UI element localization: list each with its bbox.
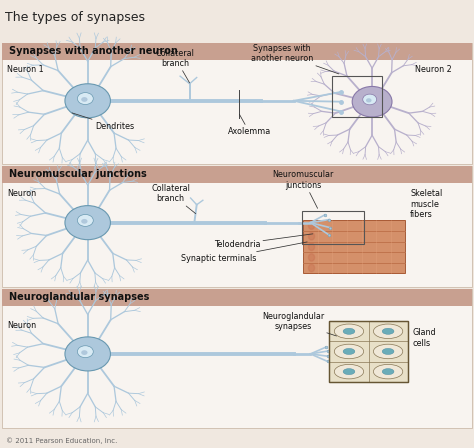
Ellipse shape [65, 337, 110, 371]
Ellipse shape [374, 344, 403, 359]
Ellipse shape [81, 219, 88, 224]
Text: Synapses with
another neuron: Synapses with another neuron [251, 44, 339, 74]
Text: Neuromuscular junctions: Neuromuscular junctions [9, 169, 146, 179]
Ellipse shape [81, 97, 88, 102]
Ellipse shape [382, 328, 394, 334]
Text: Skeletal
muscle
fibers: Skeletal muscle fibers [410, 190, 442, 219]
Bar [2, 289, 472, 428]
Text: Neuron: Neuron [7, 321, 36, 330]
Bar [302, 211, 364, 244]
Ellipse shape [309, 222, 315, 229]
Ellipse shape [65, 84, 110, 118]
Ellipse shape [363, 94, 377, 105]
Ellipse shape [309, 254, 315, 261]
Text: The types of synapses: The types of synapses [5, 11, 145, 24]
Text: Neuron 2: Neuron 2 [415, 65, 452, 73]
Text: Synapses with another neuron: Synapses with another neuron [9, 46, 177, 56]
Text: Neuroglandular
synapses: Neuroglandular synapses [262, 312, 337, 336]
Ellipse shape [81, 350, 88, 355]
Ellipse shape [352, 86, 392, 117]
Bar [329, 321, 408, 382]
Bar [2, 166, 472, 183]
Text: Synaptic terminals: Synaptic terminals [181, 242, 307, 263]
Text: Neuromuscular
junctions: Neuromuscular junctions [273, 170, 334, 208]
Text: Collateral
branch: Collateral branch [156, 48, 195, 83]
Text: Telodendria: Telodendria [214, 234, 313, 249]
Ellipse shape [343, 369, 355, 375]
Ellipse shape [343, 349, 355, 354]
Ellipse shape [366, 98, 372, 103]
Ellipse shape [65, 206, 110, 240]
Text: Neuron 1: Neuron 1 [7, 65, 44, 73]
Ellipse shape [334, 324, 364, 339]
Ellipse shape [309, 233, 315, 240]
Bar [2, 289, 472, 306]
Ellipse shape [374, 364, 403, 379]
Ellipse shape [77, 346, 93, 358]
Ellipse shape [334, 344, 364, 359]
Bar [332, 76, 382, 117]
Bar [2, 166, 472, 287]
Ellipse shape [77, 93, 93, 104]
Ellipse shape [382, 369, 394, 375]
Bar [303, 220, 405, 273]
Text: Neuroglandular synapses: Neuroglandular synapses [9, 293, 149, 302]
Ellipse shape [77, 215, 93, 226]
Ellipse shape [309, 243, 315, 250]
Bar [2, 43, 472, 164]
Ellipse shape [374, 324, 403, 339]
Text: Collateral
branch: Collateral branch [151, 184, 196, 214]
Text: Neuron: Neuron [7, 189, 36, 198]
Text: © 2011 Pearson Education, Inc.: © 2011 Pearson Education, Inc. [6, 438, 117, 444]
Bar [329, 321, 408, 382]
Text: Dendrites: Dendrites [72, 113, 134, 131]
Text: Axolemma: Axolemma [228, 114, 271, 136]
Ellipse shape [309, 264, 315, 271]
Bar [2, 43, 472, 60]
Ellipse shape [382, 349, 394, 354]
Text: Gland
cells: Gland cells [412, 328, 436, 348]
Ellipse shape [343, 328, 355, 334]
Ellipse shape [334, 364, 364, 379]
